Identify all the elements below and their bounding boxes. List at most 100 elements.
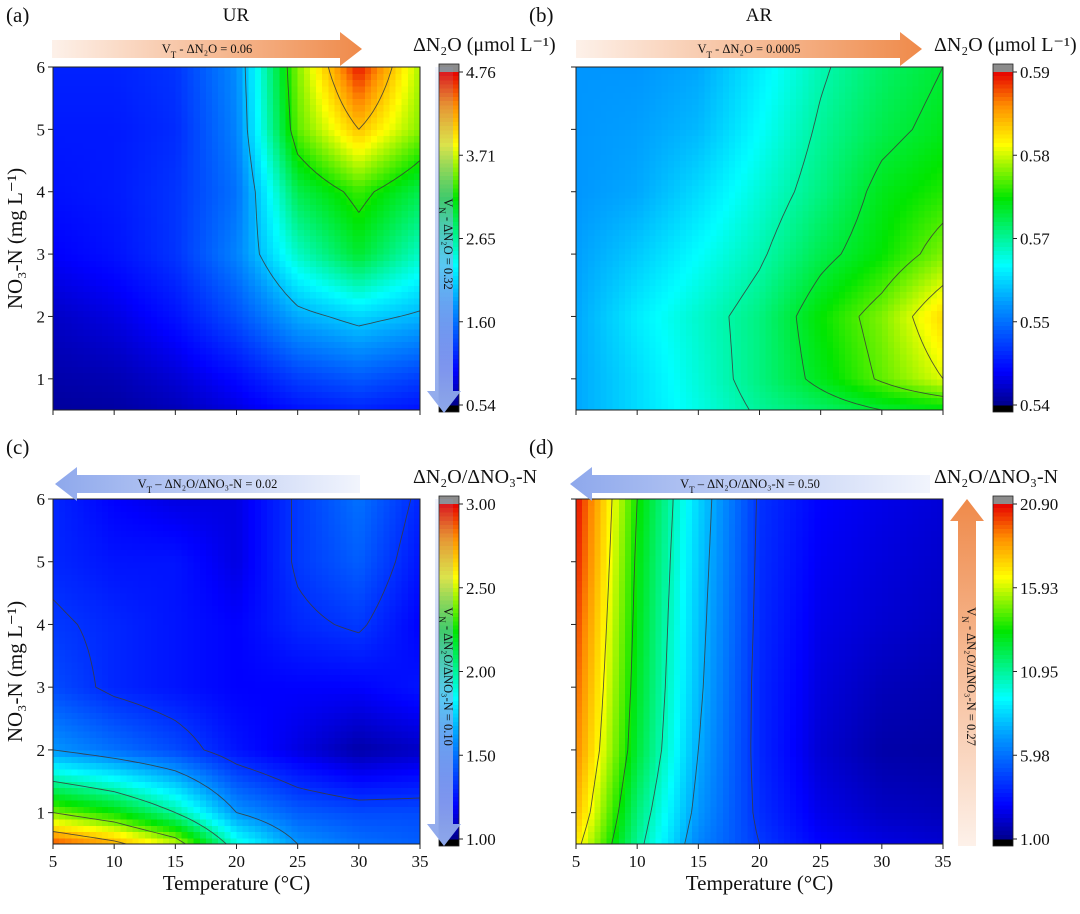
- heatmap-cell: [96, 129, 103, 136]
- heatmap-cell: [389, 185, 396, 192]
- heatmap-cell: [766, 298, 773, 305]
- heatmap-cell: [212, 260, 219, 267]
- heatmap-cell: [340, 285, 347, 292]
- heatmap-cell: [680, 254, 687, 261]
- heatmap-cell: [84, 360, 91, 367]
- heatmap-cell: [613, 398, 620, 405]
- heatmap-cell: [206, 73, 213, 80]
- heatmap-cell: [169, 310, 176, 317]
- heatmap-cell: [347, 123, 354, 130]
- heatmap-cell: [237, 154, 244, 161]
- heatmap-cell: [613, 273, 620, 280]
- heatmap-cell: [206, 198, 213, 205]
- heatmap-cell: [59, 391, 66, 398]
- heatmap-cell: [334, 148, 341, 155]
- heatmap-cell: [594, 373, 601, 380]
- heatmap-cell: [298, 104, 305, 111]
- heatmap-cell: [120, 92, 127, 99]
- heatmap-cell: [353, 154, 360, 161]
- heatmap-cell: [255, 67, 262, 74]
- heatmap-cell: [53, 223, 60, 230]
- heatmap-cell: [71, 260, 78, 267]
- heatmap-cell: [261, 354, 268, 361]
- heatmap-cell: [760, 248, 767, 255]
- heatmap-cell: [371, 310, 378, 317]
- heatmap-cell: [753, 335, 760, 342]
- heatmap-cell: [340, 148, 347, 155]
- heatmap-cell: [631, 335, 638, 342]
- heatmap-cell: [377, 148, 384, 155]
- heatmap-cell: [59, 366, 66, 373]
- heatmap-cell: [310, 229, 317, 236]
- heatmap-cell: [808, 354, 815, 361]
- heatmap-cell: [680, 298, 687, 305]
- heatmap-cell: [84, 298, 91, 305]
- heatmap-cell: [261, 323, 268, 330]
- heatmap-cell: [668, 285, 675, 292]
- heatmap-cell: [261, 298, 268, 305]
- heatmap-cell: [243, 173, 250, 180]
- heatmap-cell: [230, 260, 237, 267]
- heatmap-cell: [273, 348, 280, 355]
- heatmap-cell: [169, 154, 176, 161]
- heatmap-cell: [931, 379, 938, 386]
- heatmap-cell: [383, 304, 390, 311]
- heatmap-cell: [377, 223, 384, 230]
- heatmap-cell: [90, 117, 97, 124]
- heatmap-cell: [389, 298, 396, 305]
- heatmap-cell: [919, 329, 926, 336]
- heatmap-cell: [194, 104, 201, 111]
- heatmap-cell: [77, 267, 84, 274]
- heatmap-cell: [243, 198, 250, 205]
- heatmap-cell: [243, 373, 250, 380]
- heatmap-cell: [139, 73, 146, 80]
- heatmap-cell: [218, 348, 225, 355]
- heatmap-cell: [827, 273, 834, 280]
- heatmap-cell: [347, 148, 354, 155]
- heatmap-cell: [77, 298, 84, 305]
- heatmap-cell: [680, 267, 687, 274]
- heatmap-cell: [102, 298, 109, 305]
- heatmap-cell: [102, 154, 109, 161]
- heatmap-cell: [249, 86, 256, 93]
- heatmap-cell: [298, 148, 305, 155]
- heatmap-cell: [261, 235, 268, 242]
- heatmap-cell: [169, 235, 176, 242]
- heatmap-cell: [631, 310, 638, 317]
- heatmap-cell: [600, 354, 607, 361]
- heatmap-cell: [65, 167, 72, 174]
- heatmap-cell: [114, 142, 121, 149]
- heatmap-cell: [285, 229, 292, 236]
- heatmap-cell: [237, 198, 244, 205]
- heatmap-cell: [279, 316, 286, 323]
- heatmap-cell: [243, 391, 250, 398]
- heatmap-cell: [249, 104, 256, 111]
- heatmap-cell: [619, 254, 626, 261]
- heatmap-cell: [347, 310, 354, 317]
- heatmap-cell: [408, 210, 415, 217]
- heatmap-cell: [353, 373, 360, 380]
- heatmap-cell: [408, 267, 415, 274]
- heatmap-cell: [784, 310, 791, 317]
- heatmap-cell: [876, 348, 883, 355]
- heatmap-cell: [126, 73, 133, 80]
- heatmap-cell: [766, 360, 773, 367]
- heatmap-cell: [292, 316, 299, 323]
- heatmap-cell: [882, 254, 889, 261]
- heatmap-cell: [594, 285, 601, 292]
- heatmap-cell: [833, 366, 840, 373]
- heatmap-cell: [322, 348, 329, 355]
- heatmap-cell: [753, 360, 760, 367]
- heatmap-cell: [607, 242, 614, 249]
- heatmap-cell: [365, 229, 372, 236]
- heatmap-cell: [212, 267, 219, 274]
- heatmap-cell: [821, 310, 828, 317]
- heatmap-cell: [588, 242, 595, 249]
- heatmap-cell: [607, 385, 614, 392]
- heatmap-cell: [778, 366, 785, 373]
- heatmap-cell: [126, 242, 133, 249]
- heatmap-cell: [686, 273, 693, 280]
- heatmap-cell: [279, 298, 286, 305]
- heatmap-cell: [108, 92, 115, 99]
- heatmap-cell: [120, 292, 127, 299]
